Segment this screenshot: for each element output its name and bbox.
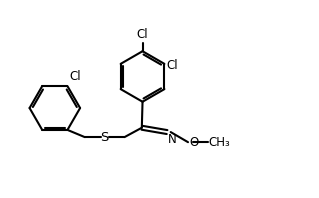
Text: Cl: Cl xyxy=(167,59,178,72)
Text: Cl: Cl xyxy=(69,70,80,83)
Text: S: S xyxy=(100,131,109,144)
Text: O: O xyxy=(189,136,198,149)
Text: CH₃: CH₃ xyxy=(209,136,230,149)
Text: Cl: Cl xyxy=(137,28,148,41)
Text: N: N xyxy=(168,133,177,146)
